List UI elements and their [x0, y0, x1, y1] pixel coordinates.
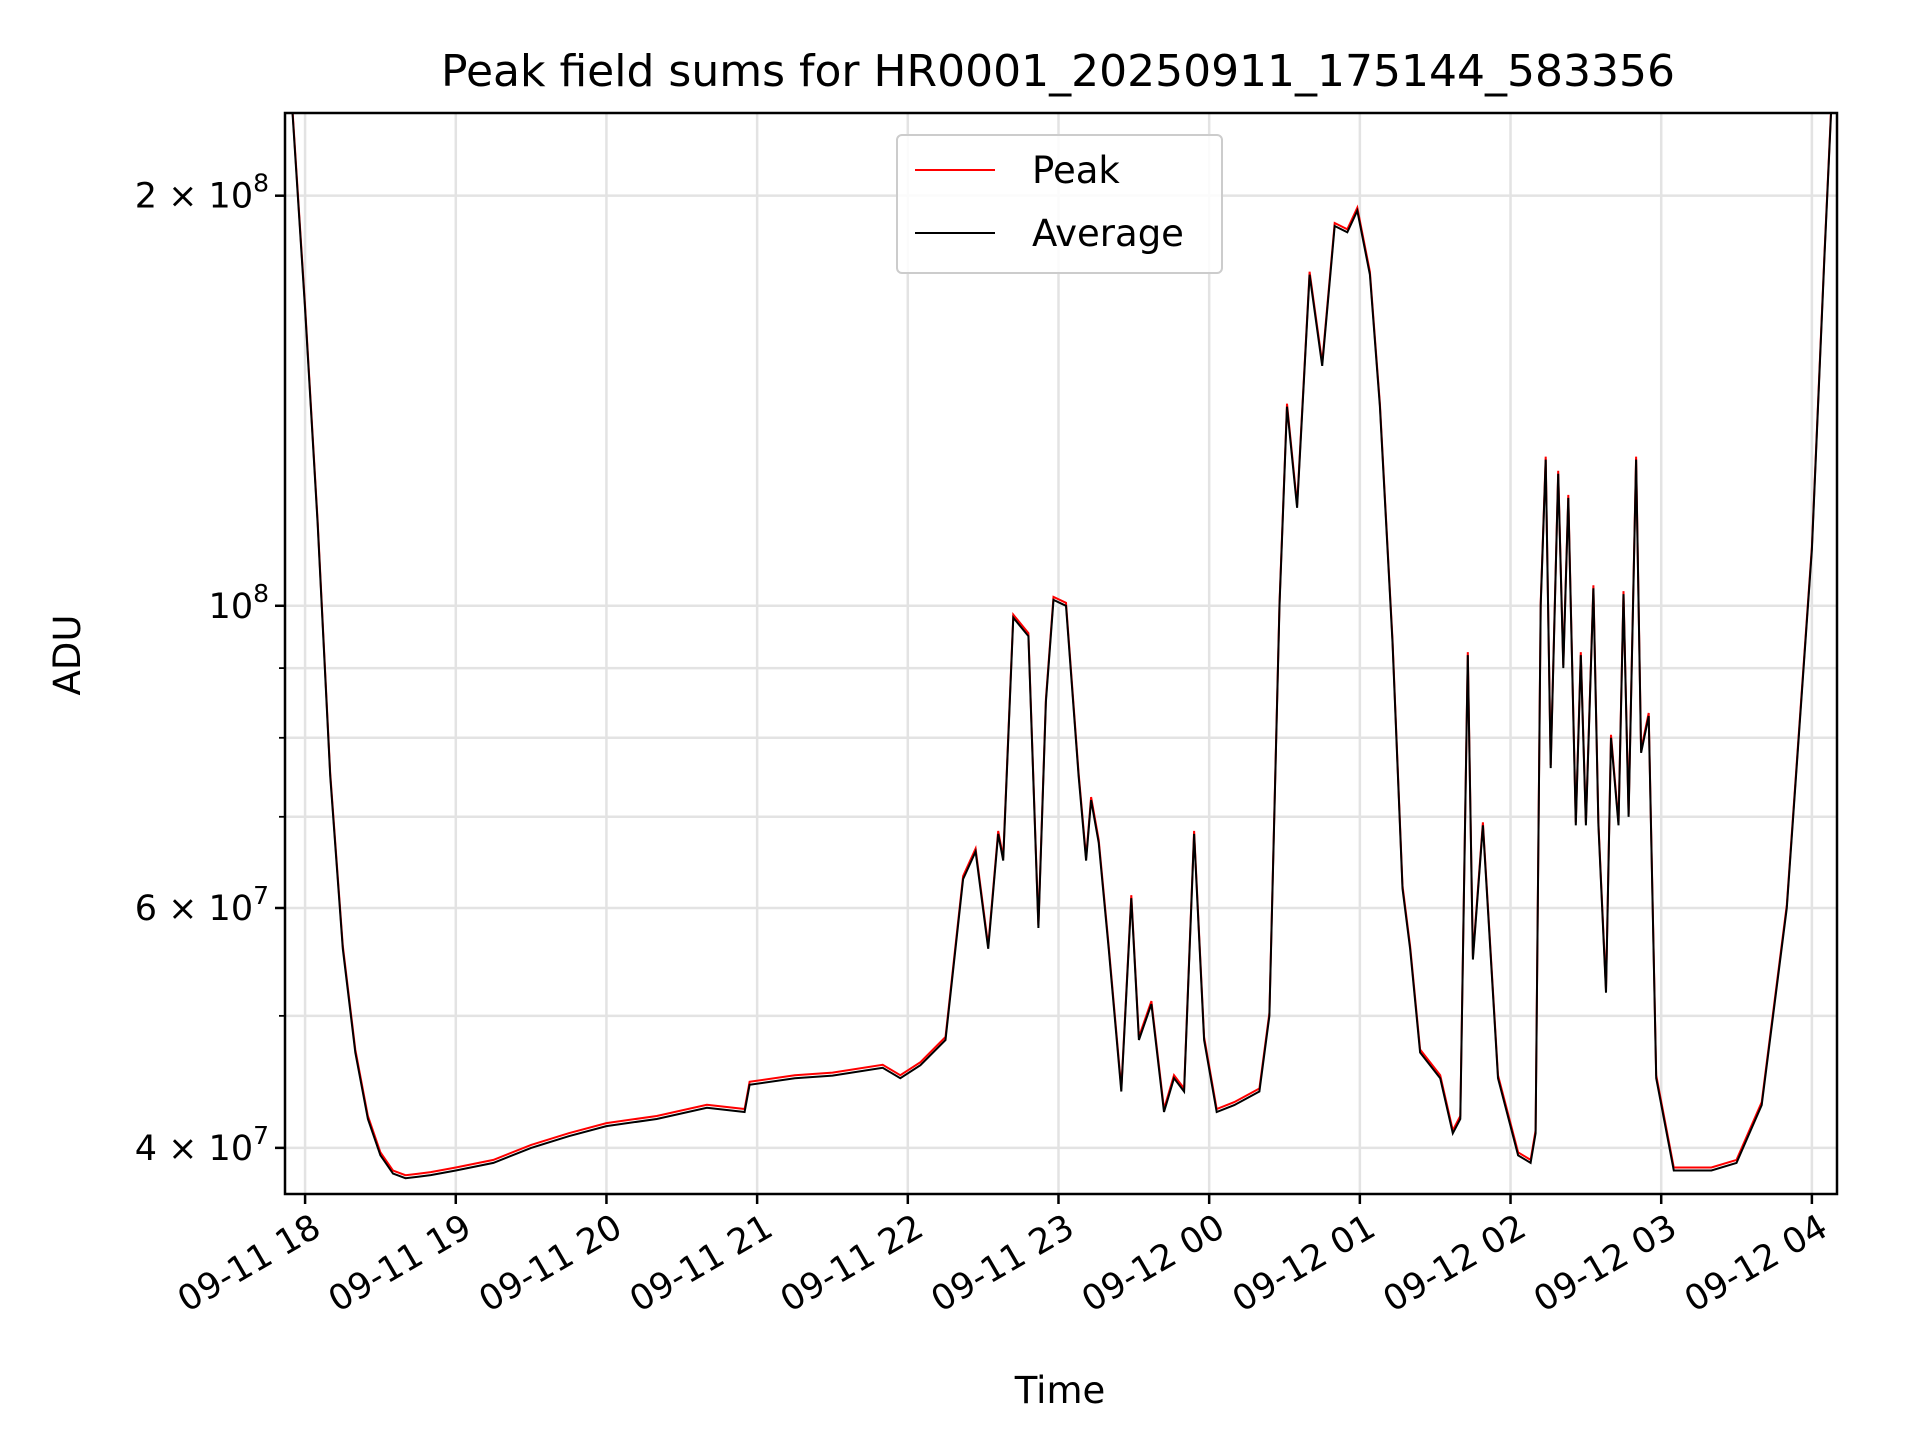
x-tick-label: 09-12 01 [1226, 1207, 1382, 1320]
x-tick-label: 09-12 02 [1377, 1207, 1533, 1320]
y-tick-label: 108 [209, 579, 269, 627]
series-line-average [291, 113, 1833, 1180]
chart-title: Peak field sums for HR0001_20250911_1751… [441, 46, 1675, 97]
y-tick-label: 4 × 107 [135, 1121, 269, 1169]
legend-label-peak: Peak [1032, 149, 1120, 192]
plot-frame [283, 111, 1839, 1196]
x-tick-label: 09-11 20 [473, 1207, 629, 1320]
x-tick-label: 09-11 23 [925, 1207, 1081, 1320]
legend: Peak Average [896, 134, 1223, 274]
y-axis-label: ADU [46, 615, 89, 696]
y-tick-label: 2 × 108 [135, 169, 269, 217]
x-axis-label: Time [1014, 1369, 1106, 1412]
x-tick-label: 09-12 00 [1075, 1207, 1231, 1320]
x-tick-label: 09-12 03 [1527, 1207, 1683, 1320]
y-axis-ticks: 4 × 107 6 × 107 108 2 × 108 [135, 169, 285, 1169]
x-tick-label: 09-12 04 [1678, 1207, 1834, 1320]
legend-label-average: Average [1032, 212, 1184, 255]
x-tick-label: 09-11 22 [774, 1207, 930, 1320]
grid-lines [285, 113, 1837, 1194]
series-lines [291, 113, 1833, 1180]
x-tick-label: 09-11 21 [623, 1207, 779, 1320]
y-tick-label: 6 × 107 [135, 881, 269, 929]
x-tick-label: 09-11 18 [171, 1207, 327, 1320]
x-tick-label: 09-11 19 [322, 1207, 478, 1320]
series-line-peak [291, 113, 1832, 1177]
